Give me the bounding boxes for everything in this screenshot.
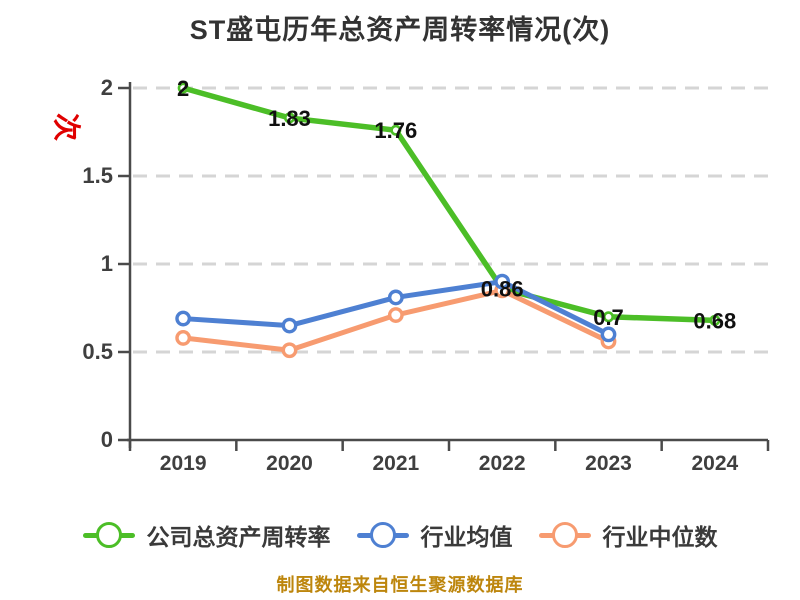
point-label: 0.68 [693,308,736,333]
x-tick-label: 2019 [160,452,207,475]
y-tick-label: 2 [101,75,113,100]
legend-label: 行业中位数 [602,524,718,550]
series-point-1 [494,273,511,290]
series-point-1 [387,289,404,306]
series-point-0 [390,124,402,136]
series-point-0 [177,82,189,94]
legend-item-0: 公司总资产周转率 [82,518,331,552]
legend-marker-icon [356,521,409,549]
series-point-1 [175,310,192,327]
series-line-0 [180,85,718,324]
x-tick-label: 2020 [266,452,313,475]
legend-marker-icon [82,521,135,549]
series-point-0 [602,311,614,323]
series-point-1 [281,317,298,334]
legend-label: 行业均值 [420,524,513,550]
point-label: 0.7 [593,305,624,330]
data-source-caption: 制图数据来自恒生聚源数据库 [276,575,524,595]
point-label: 1.83 [268,106,311,131]
chart-title: ST盛屯历年总资产周转率情况(次) [189,15,611,45]
legend-item-1: 行业均值 [356,518,513,552]
series-point-0 [283,112,295,124]
series-point-1 [600,326,617,343]
x-tick-label: 2022 [479,452,526,475]
point-label: 2 [177,76,189,101]
legend: 公司总资产周转率 行业均值 行业中位数 [0,510,800,560]
point-label: 1.76 [374,118,417,143]
y-tick-label: 0.5 [82,339,113,364]
legend-item-2: 行业中位数 [538,518,718,552]
point-label: 0.86 [481,277,524,302]
legend-marker-icon [538,521,591,549]
series-point-2 [281,342,298,359]
series-point-0 [709,314,721,326]
x-tick-label: 2023 [585,452,632,475]
x-tick-label: 2021 [372,452,419,475]
y-tick-label: 1.5 [82,163,113,188]
x-tick-label: 2024 [691,452,738,475]
plot-area: 0 0.5 1 1.5 2 2019 2020 2021 2022 2023 2024 2 1.83 1.… [82,75,770,475]
series-point-2 [387,307,404,323]
y-tick-label: 0 [101,427,113,452]
y-tick-label: 1 [101,251,113,276]
legend-label: 公司总资产周转率 [146,524,331,550]
series-point-2 [175,330,192,346]
